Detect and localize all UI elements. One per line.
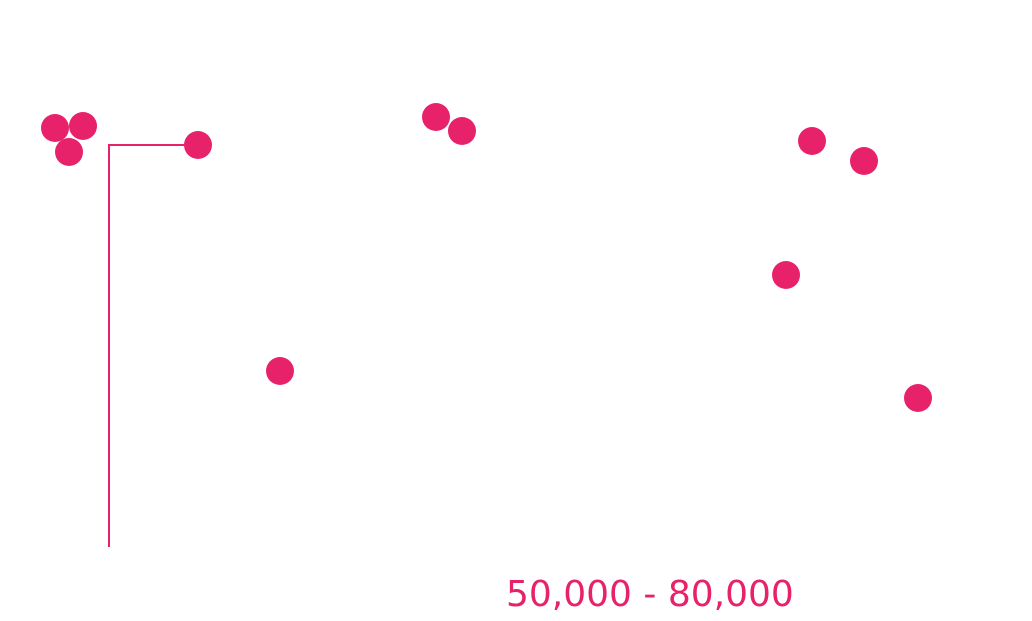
data-point: [850, 147, 878, 175]
data-point: [422, 103, 450, 131]
data-point: [904, 384, 932, 412]
data-point: [798, 127, 826, 155]
data-point: [69, 112, 97, 140]
data-point: [772, 261, 800, 289]
range-label: 50,000 - 80,000: [506, 574, 794, 615]
data-point: [55, 138, 83, 166]
data-point: [448, 117, 476, 145]
points-layer: [41, 103, 932, 412]
callout-layer: [108, 144, 198, 547]
callout-line: [108, 144, 198, 547]
data-point: [266, 357, 294, 385]
data-point: [41, 114, 69, 142]
data-point: [184, 131, 212, 159]
